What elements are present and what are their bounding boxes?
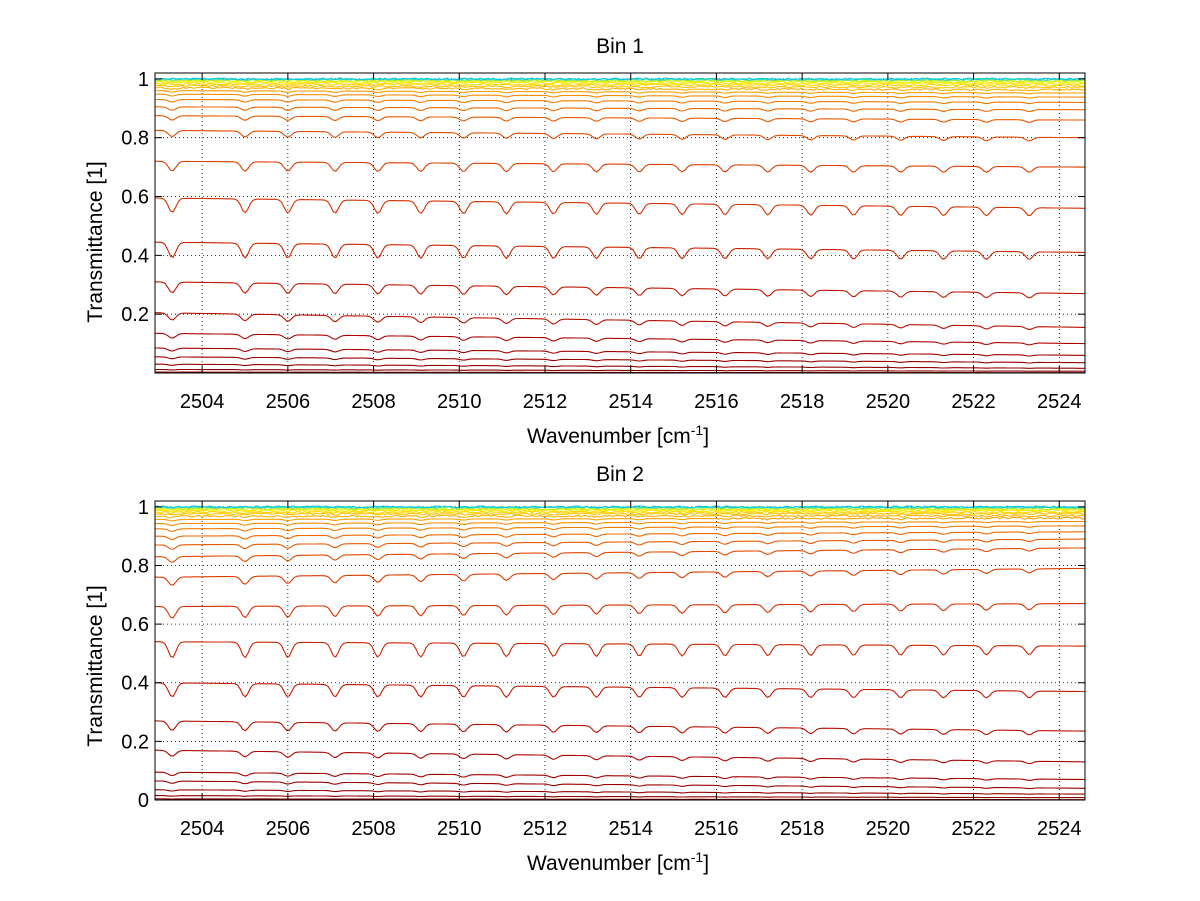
bin-2-series-line [155,531,1085,541]
bin-2-y-tick-label: 0.4 [121,673,149,695]
bin-2-series-line [154,789,1085,795]
bin-2-series-line [154,509,1086,513]
bin-1-x-tick-label: 2518 [780,391,825,413]
bin-1-axes-box [154,72,1086,374]
bin-2-series-line [155,547,1085,563]
bin-1-series-line [154,78,1086,82]
bin-2-y-tick-label: 0.8 [121,555,149,577]
bin-1-x-tick-label: 2522 [951,391,996,413]
bin-1-series-line [155,332,1085,346]
bin-2-x-tick-label: 2510 [437,818,482,840]
bin-1-series-line [155,129,1085,142]
bin-2-series-line [155,749,1085,765]
bin-2-title: Bin 2 [596,463,644,486]
bin-2-series-line [154,505,1086,509]
bin-2-x-tick-label: 2516 [694,818,739,840]
bin-2-x-tick-label: 2524 [1037,818,1082,840]
bin-1-y-tick-label: 0.2 [121,304,149,326]
bin-2-x-tick-label: 2518 [780,818,825,840]
bin-2-series-line [154,780,1085,790]
bin-2-series-line [154,510,1086,515]
bin-1-x-axis-label: Wavenumber [cm-1] [527,422,709,448]
bin-1-chart: Bin 1 2504 2506 2508 2510 2512 2514 2516 2518 25… [84,35,1086,448]
bin-1-x-tick-label: 2524 [1037,391,1082,413]
bin-2-series-line [155,567,1085,586]
bin-1-series-line [155,312,1085,330]
bin-2-series-line [155,516,1086,522]
bin-1-series-line [154,81,1086,86]
bin-1-y-tick-label: 0.8 [121,128,149,150]
bin-1-series-line [154,241,1085,260]
bin-2-axes-box [154,500,1086,801]
bin-1-series-line [155,347,1086,357]
bin-1-y-tick-label: 0.4 [121,245,149,267]
bin-2-series-line [155,603,1085,619]
bin-1-series-line [155,368,1085,372]
bin-1-x-tick-label: 2516 [694,391,739,413]
bin-2-y-tick-label: 0 [138,790,149,812]
bin-2-x-tick-label: 2522 [951,818,996,840]
bin-2-x-tick-label: 2504 [180,818,225,840]
bin-2-series-line [154,512,1086,516]
bin-1-y-axis-label: Transmittance [1] [84,161,107,322]
bin-2-series-line [155,795,1086,799]
bin-1-series-line [155,93,1085,99]
bin-1-series-line [154,86,1086,92]
bin-2-chart: Bin 2 2504 2506 2508 2510 2512 2514 2516 2518 25… [84,463,1086,875]
bin-1-y-tick-label: 0.6 [121,187,149,209]
bin-2-x-axis-label: Wavenumber [cm-1] [527,849,709,875]
bin-1-title: Bin 1 [596,35,644,58]
bin-2-y-tick-label: 1 [138,497,149,519]
bin-2-ticks: 2504 2506 2508 2510 2512 2514 2516 2518 2520 2522… [121,497,1085,840]
bin-2-series-line [154,514,1086,519]
bin-1-series-line [155,77,1086,81]
bin-1-series-line [155,98,1085,105]
bin-2-series-line [155,720,1085,736]
bin-1-series-line [155,106,1085,113]
bin-2-x-tick-label: 2514 [608,818,653,840]
bin-1-x-tick-label: 2504 [180,391,225,413]
bin-1-series-line [154,84,1086,89]
bin-1-series-line [155,363,1085,369]
bin-2-series-line [155,525,1085,532]
bin-2-series [154,505,1086,801]
bin-2-x-tick-label: 2512 [523,818,568,840]
bin-1-series-line [154,115,1086,123]
bin-2-x-tick-label: 2520 [866,818,911,840]
bin-1-ticks: 2504 2506 2508 2510 2512 2514 2516 2518 2520 2522… [121,69,1085,413]
bin-2-series-line [155,538,1085,550]
bin-2-series-line [154,506,1086,510]
bin-1-x-tick-label: 2510 [437,391,482,413]
bin-2-y-tick-label: 0.2 [121,731,149,753]
bin-2-series-line [155,520,1085,526]
bin-1-series-line [154,90,1085,95]
bin-1-series-line [155,197,1085,217]
bin-2-x-tick-label: 2508 [351,818,396,840]
bin-1-series-line [155,356,1085,364]
bin-1-x-tick-label: 2520 [866,391,911,413]
bin-1-y-tick-label: 1 [138,69,149,91]
bin-2-series-line [154,682,1085,699]
bin-2-series-line [155,771,1085,781]
bin-2-x-tick-label: 2506 [266,818,311,840]
bin-2-y-axis-label: Transmittance [1] [84,585,107,746]
bin-1-x-tick-label: 2508 [351,391,396,413]
bin-1-x-tick-label: 2512 [523,391,568,413]
bin-1-x-tick-label: 2514 [608,391,653,413]
bin-1-x-tick-label: 2506 [266,391,311,413]
bin-2-series-line [155,641,1085,659]
bin-1-series-line [154,281,1085,299]
bin-1-series-line [154,160,1085,173]
bin-2-y-tick-label: 0.6 [121,614,149,636]
